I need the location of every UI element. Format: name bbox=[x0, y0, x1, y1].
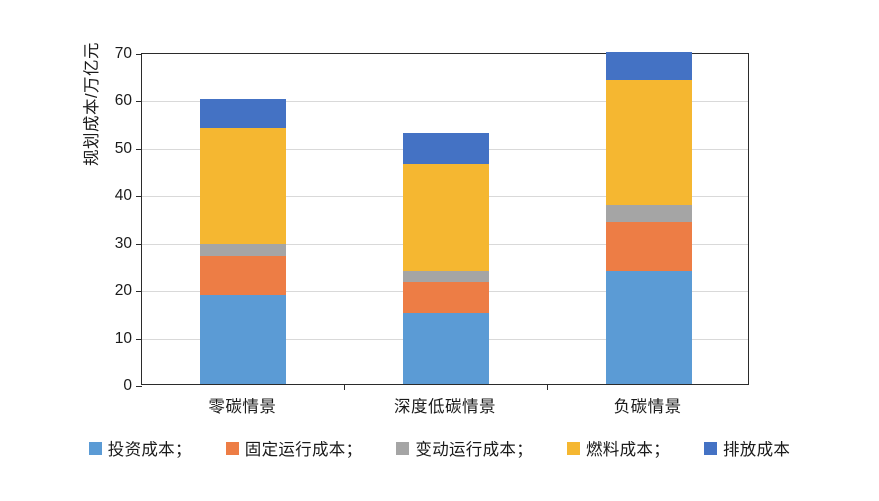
y-axis-tick-label: 20 bbox=[114, 282, 132, 300]
x-axis-category-label: 深度低碳情景 bbox=[394, 398, 496, 416]
legend-swatch-icon bbox=[704, 441, 717, 455]
x-axis-tick bbox=[546, 384, 548, 390]
y-axis-tick bbox=[136, 338, 142, 340]
bar-segment[interactable] bbox=[605, 204, 692, 223]
bar-segment[interactable] bbox=[200, 243, 287, 256]
legend-swatch-icon bbox=[567, 441, 580, 455]
y-axis-tick-label: 70 bbox=[114, 45, 132, 62]
y-axis-tick bbox=[136, 54, 142, 55]
gridline bbox=[142, 101, 748, 103]
legend-label: 投资成本； bbox=[107, 441, 192, 459]
bar-stack[interactable] bbox=[200, 52, 287, 384]
plot-inner: 0 10 20 30 40 50 60 70 bbox=[115, 45, 748, 394]
chart-legend: 投资成本； 固定运行成本； 变动运行成本； 燃料成本； 排放成本 bbox=[0, 436, 879, 460]
plot-area: 0 10 20 30 40 50 60 70 bbox=[115, 45, 749, 394]
x-axis-category-label: 零碳情景 bbox=[208, 398, 277, 416]
y-axis-tick-label: 60 bbox=[114, 92, 132, 110]
legend-item[interactable]: 变动运行成本； bbox=[396, 436, 533, 460]
y-axis-tick bbox=[136, 386, 142, 387]
bar-segment[interactable] bbox=[605, 271, 692, 384]
bar-segment[interactable] bbox=[200, 99, 287, 128]
x-axis-tick bbox=[344, 384, 346, 390]
legend-item[interactable]: 燃料成本； bbox=[567, 436, 670, 460]
y-axis-tick-label: 10 bbox=[114, 329, 132, 347]
legend-label: 燃料成本； bbox=[586, 441, 670, 459]
bar-segment[interactable] bbox=[403, 313, 489, 384]
bar-segment[interactable] bbox=[403, 163, 489, 272]
legend-swatch-icon bbox=[225, 441, 239, 455]
legend-label: 变动运行成本； bbox=[415, 441, 533, 459]
legend-item[interactable]: 排放成本 bbox=[704, 436, 790, 460]
y-axis-tick bbox=[136, 148, 142, 150]
y-axis-title: 规划成本/万亿元 bbox=[83, 41, 101, 167]
bar-segment[interactable] bbox=[605, 52, 692, 81]
bar-segment[interactable] bbox=[605, 80, 692, 205]
y-axis-tick bbox=[136, 101, 142, 103]
legend-item[interactable]: 投资成本； bbox=[88, 436, 192, 460]
legend-label: 固定运行成本； bbox=[244, 441, 363, 459]
bar-segment[interactable] bbox=[200, 255, 287, 296]
y-axis-tick-label: 30 bbox=[114, 234, 132, 252]
y-axis-tick bbox=[136, 243, 142, 245]
bar-segment[interactable] bbox=[403, 282, 489, 314]
x-axis-category-label: 负碳情景 bbox=[613, 398, 682, 416]
legend-item[interactable]: 固定运行成本； bbox=[225, 436, 363, 460]
legend-swatch-icon bbox=[88, 441, 102, 455]
bar-segment[interactable] bbox=[403, 132, 489, 164]
bar-segment[interactable] bbox=[200, 295, 287, 384]
bar-segment[interactable] bbox=[403, 271, 489, 283]
y-axis-tick-label: 0 bbox=[123, 377, 132, 394]
bar-segment[interactable] bbox=[200, 127, 287, 244]
legend-swatch-icon bbox=[396, 441, 410, 455]
y-axis-tick-label: 50 bbox=[114, 139, 132, 157]
bar-stack[interactable] bbox=[605, 52, 692, 384]
bar-stack[interactable] bbox=[403, 52, 489, 384]
bar-segment[interactable] bbox=[605, 222, 692, 272]
y-axis-tick-label: 40 bbox=[114, 187, 132, 205]
y-axis-tick bbox=[136, 291, 142, 293]
y-axis-tick bbox=[136, 196, 142, 198]
legend-label: 排放成本 bbox=[723, 441, 791, 459]
